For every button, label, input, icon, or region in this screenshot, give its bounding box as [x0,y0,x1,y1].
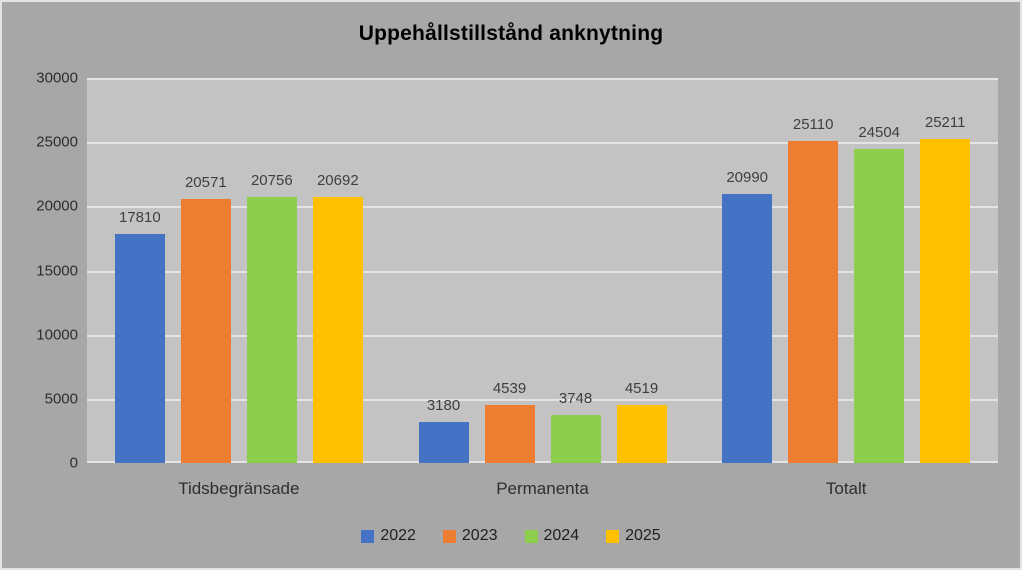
y-tick-label: 25000 [36,133,78,151]
legend-label: 2023 [461,527,498,544]
gridline [87,398,998,401]
y-tick-label: 30000 [36,69,78,87]
y-axis: 0 5000 10000 15000 20000 25000 30000 [2,70,78,472]
legend-label: 2022 [380,527,416,544]
bar-value-label: 3180 [426,397,461,414]
bar-value-label: 4519 [624,380,659,397]
bar-2022: 20990 [722,169,773,463]
gridline [87,78,998,80]
chart-title: Uppehållstillstånd anknytning [358,22,664,45]
category-label: Tidsbegränsade [178,479,300,498]
legend: 2022 2023 2024 2025 [2,527,1020,545]
bar-2025: 20692 [312,172,363,463]
bar-2024: 3748 [550,390,601,463]
y-tick-label: 10000 [36,326,78,344]
bar-2024: 20756 [246,172,297,463]
bar-value-label: 25110 [792,116,834,133]
bar-group: 20990 25110 24504 25211 [694,78,998,463]
y-tick-label: 5000 [44,390,78,408]
bar-value-label: 20756 [250,172,293,189]
bar-2025: 25211 [920,114,971,463]
bar-value-label: 25211 [924,114,966,131]
bar-2022: 3180 [418,397,469,463]
legend-item-2022: 2022 [361,527,416,545]
legend-label: 2024 [543,527,580,544]
legend-item-2023: 2023 [442,527,498,545]
legend-item-2025: 2025 [606,527,661,545]
legend-swatch-icon [606,529,620,543]
y-tick-label: 15000 [36,262,78,279]
bar-2025: 4519 [616,380,667,463]
bar-value-label: 20692 [316,172,359,189]
legend-label: 2025 [625,527,661,544]
category-label: Totalt [825,479,867,498]
legend-swatch-icon [524,529,538,543]
bar-2023: 4539 [484,380,535,463]
gridline [87,142,998,145]
legend-item-2024: 2024 [524,527,580,545]
legend-swatch-icon [442,529,456,543]
y-tick-label: 20000 [36,197,78,215]
legend-swatch-icon [361,529,375,543]
x-axis: Tidsbegränsade Permanenta Totalt [87,479,998,499]
bar-value-label: 20571 [184,174,227,191]
gridline [87,334,998,337]
bar-value-label: 24504 [858,124,901,141]
plot-area: 17810 20571 20756 20692 3180 4539 3748 4519 2099… [87,78,998,463]
bar-group: 3180 4539 3748 4519 [391,78,695,463]
gridline [87,206,998,209]
bar-value-label: 17810 [118,209,161,226]
bar-value-label: 20990 [726,169,769,186]
bar-2024: 24504 [854,124,905,463]
y-tick-label: 0 [69,454,78,472]
gridline [87,270,998,273]
bar-value-label: 4539 [492,380,527,397]
bar-groups: 17810 20571 20756 20692 3180 4539 3748 4519 2099… [87,78,998,463]
bar-2023: 20571 [180,174,231,463]
bar-2022: 17810 [114,209,165,463]
bar-2023: 25110 [788,116,839,463]
gridline [87,461,998,463]
bar-value-label: 3748 [558,390,593,407]
bar-group: 17810 20571 20756 20692 [87,78,391,463]
category-label: Permanenta [496,479,589,498]
